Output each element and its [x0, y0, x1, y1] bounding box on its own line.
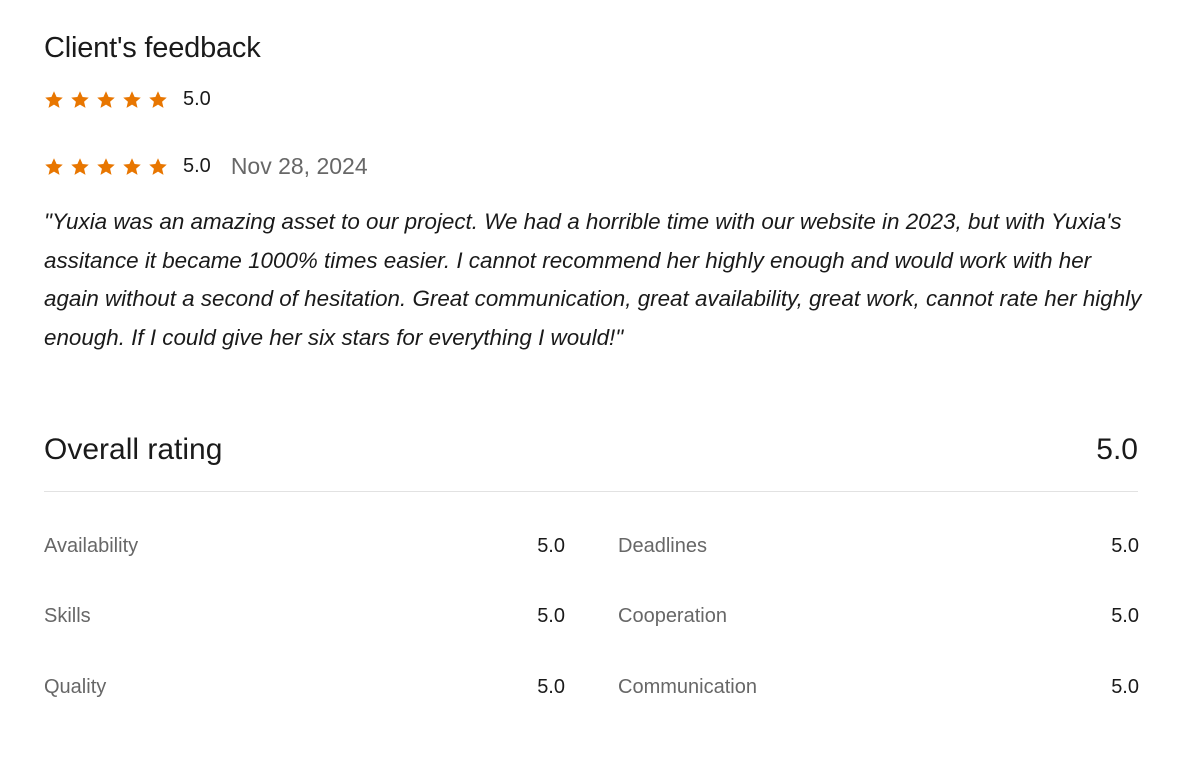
star-icon: [97, 90, 115, 108]
category-availability: Availability 5.0: [44, 535, 565, 558]
star-icon: [149, 90, 167, 108]
category-label: Deadlines: [618, 535, 707, 557]
overall-rating-value: 5.0: [1096, 433, 1138, 466]
star-icon: [123, 157, 141, 175]
category-value: 5.0: [537, 535, 565, 557]
category-label: Availability: [44, 535, 139, 557]
review-date: Nov 28, 2024: [230, 153, 368, 179]
category-label: Cooperation: [618, 605, 727, 627]
star-icon: [71, 157, 89, 175]
star-icon: [97, 157, 115, 175]
category-quality: Quality 5.0: [44, 676, 565, 699]
review-text: "Yuxia was an amazing asset to our proje…: [44, 209, 1142, 350]
star-rating: [44, 90, 168, 110]
category-cooperation: Cooperation 5.0: [618, 605, 1139, 628]
star-icon: [123, 90, 141, 108]
divider: [44, 491, 1138, 492]
review-header: 5.0 Nov 28, 2024: [44, 153, 368, 180]
summary-rating: 5.0: [44, 88, 211, 111]
category-label: Communication: [618, 676, 757, 698]
overall-rating-label: Overall rating: [44, 433, 223, 466]
star-icon: [149, 157, 167, 175]
summary-score: 5.0: [183, 88, 211, 110]
category-value: 5.0: [537, 676, 565, 698]
star-icon: [45, 90, 63, 108]
star-rating: [44, 157, 168, 177]
category-communication: Communication 5.0: [618, 676, 1139, 699]
category-value: 5.0: [1111, 605, 1139, 627]
category-label: Quality: [44, 676, 107, 698]
category-value: 5.0: [1111, 676, 1139, 698]
category-deadlines: Deadlines 5.0: [618, 535, 1139, 558]
category-value: 5.0: [537, 605, 565, 627]
review-score: 5.0: [183, 155, 211, 177]
star-icon: [45, 157, 63, 175]
star-icon: [71, 90, 89, 108]
page-title: Client's feedback: [44, 32, 261, 64]
category-label: Skills: [44, 605, 91, 627]
overall-rating: Overall rating 5.0: [44, 433, 1138, 467]
category-value: 5.0: [1111, 535, 1139, 557]
category-skills: Skills 5.0: [44, 605, 565, 628]
